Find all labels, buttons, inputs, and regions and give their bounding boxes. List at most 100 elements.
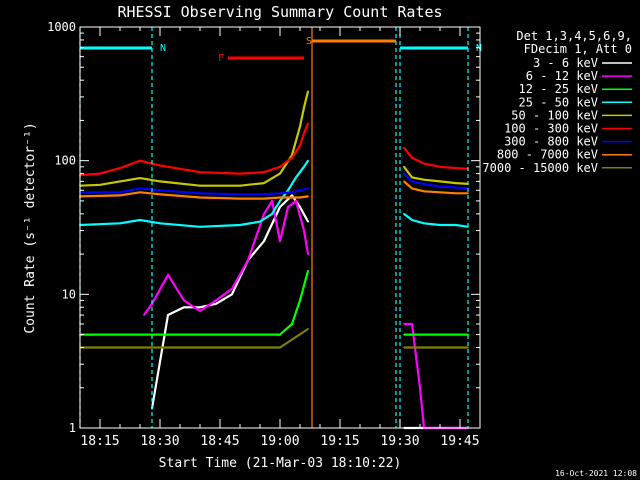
y-axis-label: Count Rate (s⁻¹ detector⁻¹) [23, 122, 38, 333]
series-9-point [439, 346, 441, 349]
x-tick-label: 19:00 [260, 434, 299, 449]
flag-label-1: N [160, 43, 166, 54]
series-3-point [291, 323, 293, 325]
series-9-point [455, 346, 457, 349]
series-8-point [411, 187, 413, 190]
series-6-point [139, 159, 141, 162]
series-7-point [239, 193, 241, 196]
series-4-point [279, 200, 281, 202]
series-9-point [159, 346, 161, 349]
series-5-point [299, 125, 301, 128]
series-5-point [139, 177, 141, 180]
series-6-point [411, 156, 413, 159]
series-7-point [199, 192, 201, 195]
series-9-point [279, 346, 281, 349]
series-2-point [411, 323, 413, 325]
series-3-point [439, 333, 441, 336]
series-4-point [295, 176, 297, 179]
series-5-point [307, 90, 309, 93]
series-7-point [455, 186, 457, 189]
series-7-point [403, 172, 405, 175]
flag-label-4: S [306, 36, 312, 47]
series-5-point [439, 180, 441, 183]
series-7-point [307, 187, 309, 190]
series-2-point [167, 273, 169, 276]
series-line-2 [143, 199, 468, 430]
series-4-point [159, 222, 161, 225]
series-6-point [307, 122, 309, 125]
x-tick-label: 19:15 [320, 434, 359, 449]
series-9-point [419, 346, 421, 349]
series-8-point [467, 192, 469, 195]
series-6-point [199, 171, 201, 174]
series-line-5 [79, 91, 469, 187]
series-5-point [279, 172, 281, 175]
series-2-point [271, 200, 273, 202]
series-4-point [287, 189, 289, 192]
series-line-9 [80, 328, 468, 349]
series-2-point [295, 200, 297, 202]
series-3-point [119, 333, 121, 336]
series-3-point [403, 333, 405, 336]
series-4-point [403, 213, 405, 215]
series-8-point [199, 196, 201, 199]
series-9-point [119, 346, 121, 349]
series-3-point [419, 333, 421, 336]
series-8-point [119, 194, 121, 197]
legend-label-7: 300 - 800 keV [504, 135, 598, 149]
series-7-point [411, 180, 413, 183]
series-2-point [231, 287, 233, 290]
series-8-point [291, 196, 293, 199]
series-4-point [119, 222, 121, 225]
legend-label-8: 800 - 7000 keV [497, 148, 598, 162]
series-6-point [159, 164, 161, 167]
series-6-point [279, 165, 281, 168]
series-6-point [263, 171, 265, 174]
series-line-8 [79, 180, 468, 200]
series-3-point [279, 333, 281, 336]
series-9-point [199, 346, 201, 349]
series-7-point [423, 183, 425, 185]
series-9-point [239, 346, 241, 349]
series-5-point [303, 106, 305, 109]
x-tick-label: 18:45 [200, 434, 239, 449]
series-2-point [287, 206, 289, 208]
series-8-point [307, 195, 309, 198]
series-5-point [239, 184, 241, 187]
series-3-point [199, 333, 201, 336]
series-4-point [307, 159, 309, 162]
series-8-point [455, 192, 457, 195]
series-3-point [299, 299, 301, 302]
y-tick-label: 1000 [47, 20, 76, 34]
series-traces [79, 90, 469, 430]
series-2-point [419, 386, 421, 389]
y-tick-label: 10 [62, 287, 76, 301]
axes: 1 10 100 1000 18:15 18:30 18:45 19:00 19:15 19:30… [47, 20, 481, 449]
series-1-point [231, 293, 233, 296]
series-2-point [279, 240, 281, 243]
series-6-point [439, 165, 441, 168]
series-5-point [411, 176, 413, 179]
series-7-point [263, 193, 265, 196]
legend-header-line-2: FDecim 1, Att 0 [524, 42, 632, 56]
series-7-point [139, 187, 141, 190]
chart-title: RHESSI Observing Summary Count Rates [117, 3, 442, 21]
series-8-point [139, 191, 141, 194]
series-6-point [291, 156, 293, 159]
series-9-point [403, 346, 405, 349]
series-3-point [307, 269, 309, 272]
series-6-point [299, 144, 301, 147]
series-1-point [279, 206, 281, 208]
legend-label-1: 3 - 6 keV [533, 56, 598, 70]
series-1-point [167, 314, 169, 316]
y-tick-label: 100 [54, 154, 76, 168]
series-3-point [159, 333, 161, 336]
series-6-point [455, 167, 457, 170]
legend-label-4: 25 - 50 keV [519, 95, 598, 109]
legend-label-6: 100 - 300 keV [504, 122, 598, 136]
series-5-point [263, 182, 265, 185]
series-8-point [159, 193, 161, 196]
legend: Det 1,3,4,5,6,9, FDecim 1, Att 0 3 - 6 k… [482, 29, 632, 175]
series-7-point [439, 185, 441, 188]
